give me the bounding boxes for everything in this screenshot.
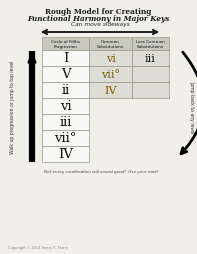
Bar [89,38,132,51]
Bar [132,67,169,83]
Text: ii: ii [61,84,70,97]
Bar [42,67,89,83]
Bar [89,83,132,99]
Text: Not every combination will sound good!  Use your ears!: Not every combination will sound good! U… [44,169,158,173]
Text: iii: iii [59,116,72,129]
Bar [42,38,89,51]
Bar [42,115,89,131]
Bar [132,51,169,67]
Text: vi: vi [60,100,71,113]
Text: Copyright © 2014 Henry S. Flurry: Copyright © 2014 Henry S. Flurry [8,245,68,249]
Text: Can move sideways: Can move sideways [71,22,129,27]
Bar [89,67,132,83]
Bar [132,83,169,99]
Text: IV: IV [58,148,73,161]
Bar [42,51,89,67]
Text: vi: vi [106,54,115,64]
Text: Walk up progression or jump to top level: Walk up progression or jump to top level [10,60,16,153]
Text: iii: iii [145,54,156,64]
Text: IV: IV [104,86,117,96]
Text: Functional Harmony in Major Keys: Functional Harmony in Major Keys [27,15,169,23]
Bar [132,38,169,51]
Text: Less Common
Substitutions: Less Common Substitutions [136,40,165,49]
Text: Circle of Fifths
Progression: Circle of Fifths Progression [51,40,80,49]
Text: Rough Model for Creating: Rough Model for Creating [45,8,151,16]
Text: vii°: vii° [101,70,120,80]
Text: V: V [61,68,70,81]
Text: Common
Substitutions: Common Substitutions [97,40,124,49]
Bar [42,99,89,115]
Bar [89,51,132,67]
Text: Jump back to any level: Jump back to any level [190,81,194,133]
Text: I: I [63,52,68,65]
Bar [42,131,89,146]
Bar [42,146,89,162]
Bar [42,83,89,99]
Text: vii°: vii° [54,132,77,145]
